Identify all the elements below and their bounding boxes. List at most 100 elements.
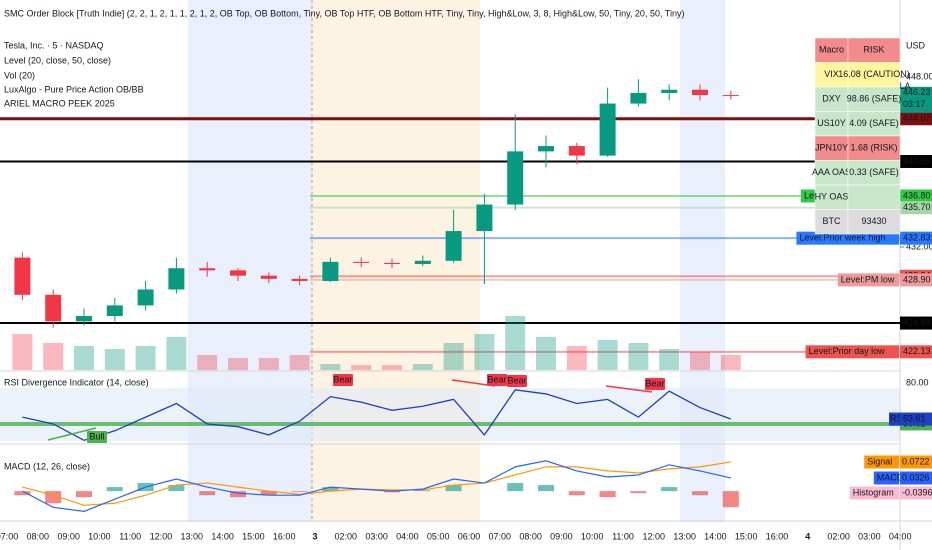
histogram-bar xyxy=(199,491,216,496)
x-tick-label: 05:00 xyxy=(427,531,450,541)
table-text: AAA OAS xyxy=(812,167,851,177)
x-tick-label: 04:00 xyxy=(889,531,912,541)
last-price: 446.23 xyxy=(903,87,931,97)
price-label: 428.90 xyxy=(903,274,931,284)
volume-bar xyxy=(289,355,310,370)
macd-line xyxy=(22,460,731,512)
level-name-box xyxy=(837,273,899,287)
price-label-box xyxy=(900,231,932,245)
candle-body xyxy=(353,261,370,263)
x-tick-label: 03:00 xyxy=(858,531,881,541)
price-label-box xyxy=(900,345,932,359)
signal-box xyxy=(333,374,353,386)
volume-bar xyxy=(659,349,680,370)
histogram-bar xyxy=(568,491,585,496)
price-label: 0.0722 xyxy=(902,456,930,466)
countdown: 03:17 xyxy=(903,99,926,109)
histogram-bar xyxy=(322,487,339,492)
volume-bar xyxy=(720,355,741,370)
histogram-bar xyxy=(722,491,739,508)
volume-bar xyxy=(382,365,402,370)
table-text: US10Y xyxy=(817,118,846,128)
table-cell xyxy=(847,62,901,88)
table-cell xyxy=(847,160,901,186)
table-cell xyxy=(847,184,901,210)
candle-body xyxy=(322,261,339,281)
x-tick-label: 08:00 xyxy=(519,531,542,541)
signal-label: Bear xyxy=(487,374,506,384)
table-cell xyxy=(847,111,901,137)
price-label: 440.05 xyxy=(903,156,931,166)
candle-body xyxy=(76,316,92,322)
volume-bar xyxy=(12,334,33,370)
x-tick-label: 12:00 xyxy=(643,531,666,541)
histogram-bar xyxy=(507,483,524,492)
table-cell xyxy=(814,184,849,210)
rsi-tag-box xyxy=(889,412,901,426)
signal-box xyxy=(645,378,665,390)
table-text: 93430 xyxy=(861,216,886,226)
price-label: 435.70 xyxy=(903,202,931,212)
x-tick-label: 02:00 xyxy=(827,531,850,541)
volume-bar xyxy=(197,355,218,370)
level-name: Level:Prior day low xyxy=(809,346,886,356)
price-label: 436.80 xyxy=(903,190,931,200)
rsi-tag: RSI xyxy=(890,413,905,423)
table-cell xyxy=(847,86,901,112)
x-tick-label: 08:00 xyxy=(27,531,50,541)
table-text: 16.08 (CAUTION) xyxy=(838,69,910,79)
table-cell xyxy=(814,209,849,235)
volume-bar xyxy=(505,316,526,370)
price-label-box xyxy=(900,154,932,168)
candle-body xyxy=(661,89,678,93)
table-text: RISK xyxy=(863,45,884,55)
price-label-box xyxy=(900,455,932,469)
histogram-bar xyxy=(384,491,400,493)
signal-box xyxy=(487,374,507,386)
indicator-name: MACD xyxy=(877,472,904,482)
x-tick-label: 16:00 xyxy=(273,531,296,541)
currency: USD xyxy=(906,40,926,50)
marks xyxy=(0,79,900,512)
table-cell xyxy=(814,135,849,161)
table-text: Macro xyxy=(819,45,844,55)
candle-body xyxy=(291,278,308,281)
table-text: 0.33 (SAFE) xyxy=(849,167,899,177)
candle-body xyxy=(599,103,616,156)
volume-bar xyxy=(690,352,710,370)
x-tick-label: 15:00 xyxy=(242,531,265,541)
candle-body xyxy=(106,305,123,317)
last-price-box xyxy=(900,86,932,113)
macd-line xyxy=(22,461,731,506)
labels: SMC Order Block [Truth Indie] (2, 2, 1, … xyxy=(0,8,932,541)
volume-bar xyxy=(320,364,341,370)
indicator-name-box xyxy=(864,455,899,469)
level-name: Level:PM low xyxy=(841,274,895,284)
volume-bar xyxy=(74,346,94,370)
x-tick-label: 14:00 xyxy=(704,531,727,541)
indicator-name-box xyxy=(873,471,899,485)
signal-label: Bull xyxy=(89,431,104,441)
candle-body xyxy=(445,231,462,261)
table-cell xyxy=(814,62,849,88)
price-label-box xyxy=(900,189,932,203)
x-tick-label: 11:00 xyxy=(612,531,634,541)
volume-bar xyxy=(443,343,464,370)
volume-bar xyxy=(135,346,156,370)
volume-bar xyxy=(566,346,587,370)
rsi-band xyxy=(0,388,900,441)
candle-body xyxy=(168,268,185,290)
table-cell xyxy=(814,86,849,112)
x-tick-label: 04:00 xyxy=(396,531,419,541)
signal-box xyxy=(87,431,107,443)
price-label-box xyxy=(900,486,932,500)
table-text: VIX xyxy=(824,69,839,79)
histogram-bar xyxy=(260,491,277,496)
candle-body xyxy=(45,294,62,322)
x-tick-label: 09:00 xyxy=(57,531,80,541)
histogram-bar xyxy=(14,491,31,496)
histogram-bar xyxy=(445,485,462,492)
x-tick-label: 10:00 xyxy=(581,531,604,541)
candle-body xyxy=(384,262,400,264)
table-text: 98.86 (SAFE) xyxy=(847,94,902,104)
